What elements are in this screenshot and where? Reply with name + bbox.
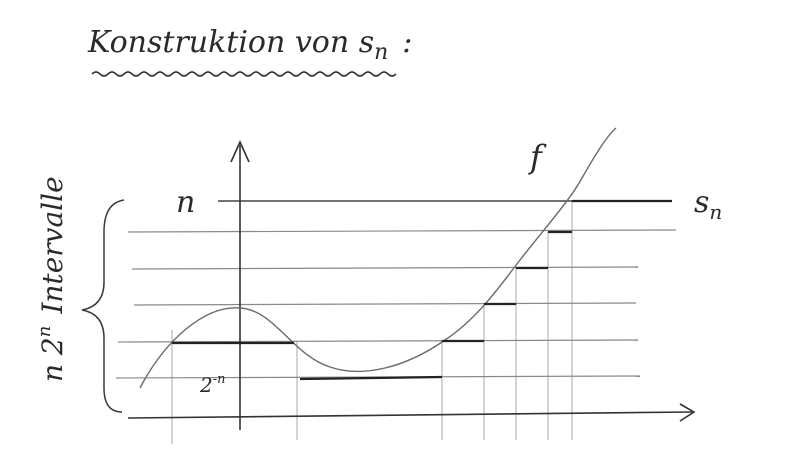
spacing-label: 2-n [199,372,226,397]
x-axis-arrow [679,403,696,422]
function-label-f: f [528,138,547,176]
level-line [133,302,637,306]
interval-brace [81,199,125,413]
level-line [117,339,639,343]
y-axis-arrow [230,140,250,163]
vertical-guides [171,200,573,444]
heading-underline [91,71,397,77]
step-label-sn: sn [694,185,722,224]
level-line [127,229,677,233]
level-lines [115,200,677,379]
side-label: n 2nIntervalle [34,176,69,382]
function-curve [139,127,617,389]
heading: Konstruktion von sn: [87,25,412,77]
step-segment [299,375,443,381]
step-function [172,199,672,381]
axes [127,140,696,430]
x-axis [127,411,693,419]
heading-text: Konstruktion von sn: [87,25,412,65]
level-line [131,266,639,270]
level-label-n: n [176,185,195,220]
